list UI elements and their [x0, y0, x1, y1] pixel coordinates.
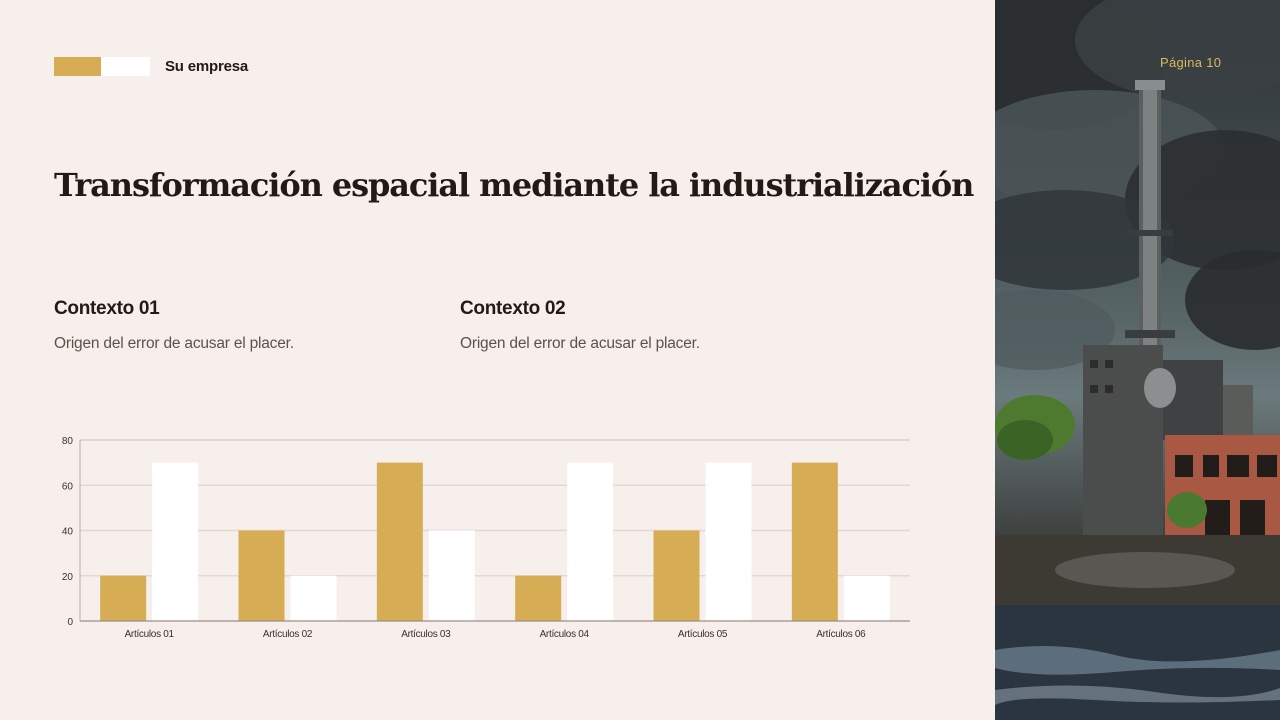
bar-1 — [100, 575, 147, 621]
factory-photo — [995, 0, 1280, 720]
bar-2 — [705, 462, 752, 621]
x-tick-label: Artículos 04 — [540, 629, 590, 640]
x-tick-label: Artículos 05 — [678, 629, 728, 640]
x-tick-label: Artículos 06 — [816, 629, 866, 640]
y-tick-label: 0 — [67, 617, 73, 628]
bar-2 — [567, 462, 614, 621]
bar-1 — [376, 462, 423, 621]
page-title: Transformación espacial mediante la indu… — [54, 166, 974, 204]
brand-swatch-gold — [54, 57, 101, 76]
bar-2 — [843, 575, 890, 621]
bar-1 — [653, 530, 700, 621]
bar-2 — [152, 462, 199, 621]
context-block-2: Contexto 02 Origen del error de acusar e… — [460, 298, 700, 353]
x-tick-label: Artículos 03 — [401, 629, 451, 640]
context-text: Origen del error de acusar el placer. — [460, 335, 700, 352]
context-text: Origen del error de acusar el placer. — [54, 335, 294, 352]
bar-1 — [515, 575, 562, 621]
context-block-1: Contexto 01 Origen del error de acusar e… — [54, 298, 294, 353]
page-number: Página 10 — [1160, 55, 1222, 70]
x-tick-label: Artículos 01 — [125, 629, 175, 640]
bar-2 — [428, 530, 475, 621]
y-tick-label: 80 — [62, 436, 74, 447]
brand-name: Su empresa — [165, 58, 249, 75]
brand-color-bar — [54, 57, 150, 76]
bar-chart: 0 20 40 60 80 Artículos 01 Artículos 02 Artícul… — [50, 430, 920, 650]
bar-2 — [290, 575, 337, 621]
x-tick-label: Artículos 02 — [263, 629, 313, 640]
bar-chart-canvas: 0 20 40 60 80 Artículos 01 Artículos 02 Artícul… — [62, 436, 910, 640]
context-heading: Contexto 01 — [54, 298, 160, 319]
factory-illustration-icon — [995, 0, 1280, 720]
brand-swatch-white — [101, 57, 150, 76]
y-tick-label: 40 — [62, 527, 74, 538]
y-tick-label: 60 — [62, 481, 74, 492]
context-heading: Contexto 02 — [460, 298, 566, 319]
bar-1 — [238, 530, 285, 621]
bar-1 — [791, 462, 838, 621]
y-tick-label: 20 — [62, 572, 74, 583]
